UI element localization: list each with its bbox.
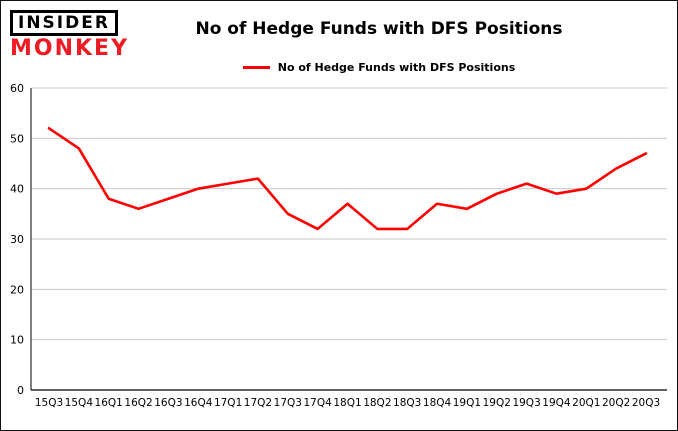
x-tick-label: 16Q2	[124, 397, 152, 409]
x-tick-label: 20Q3	[632, 397, 660, 409]
y-tick-label: 40	[10, 183, 24, 196]
x-tick-label: 15Q4	[65, 397, 94, 409]
x-tick-label: 19Q3	[512, 397, 540, 409]
x-tick-label: 18Q4	[423, 397, 452, 409]
insider-monkey-logo: INSIDER MONKEY	[10, 10, 129, 60]
x-tick-label: 17Q2	[244, 397, 272, 409]
y-tick-label: 0	[17, 384, 24, 397]
x-tick-label: 17Q3	[274, 397, 302, 409]
x-tick-label: 16Q4	[184, 397, 213, 409]
x-tick-label: 19Q2	[483, 397, 511, 409]
y-tick-label: 60	[10, 82, 24, 95]
y-tick-label: 50	[10, 132, 24, 145]
logo-monkey-text: MONKEY	[10, 36, 130, 61]
x-tick-label: 19Q4	[542, 397, 571, 409]
x-tick-label: 20Q2	[602, 397, 630, 409]
x-tick-label: 17Q1	[214, 397, 242, 409]
y-tick-label: 10	[10, 334, 24, 347]
x-tick-label: 15Q3	[35, 397, 63, 409]
series-line	[47, 126, 648, 231]
x-tick-label: 16Q1	[95, 397, 123, 409]
legend: No of Hedge Funds with DFS Positions	[121, 61, 637, 74]
x-tick-label: 16Q3	[154, 397, 182, 409]
x-tick-label: 18Q2	[363, 397, 391, 409]
chart-title: No of Hedge Funds with DFS Positions	[195, 19, 563, 39]
x-tick-label: 17Q4	[303, 397, 332, 409]
x-tick-label: 18Q3	[393, 397, 421, 409]
logo-insider-text: INSIDER	[10, 10, 118, 36]
x-tick-label: 20Q1	[572, 397, 600, 409]
y-tick-label: 30	[10, 233, 24, 246]
legend-line-swatch	[242, 66, 270, 69]
y-tick-label: 20	[10, 283, 24, 296]
x-tick-label: 18Q1	[333, 397, 361, 409]
x-tick-label: 19Q1	[453, 397, 481, 409]
legend-label: No of Hedge Funds with DFS Positions	[277, 61, 516, 74]
